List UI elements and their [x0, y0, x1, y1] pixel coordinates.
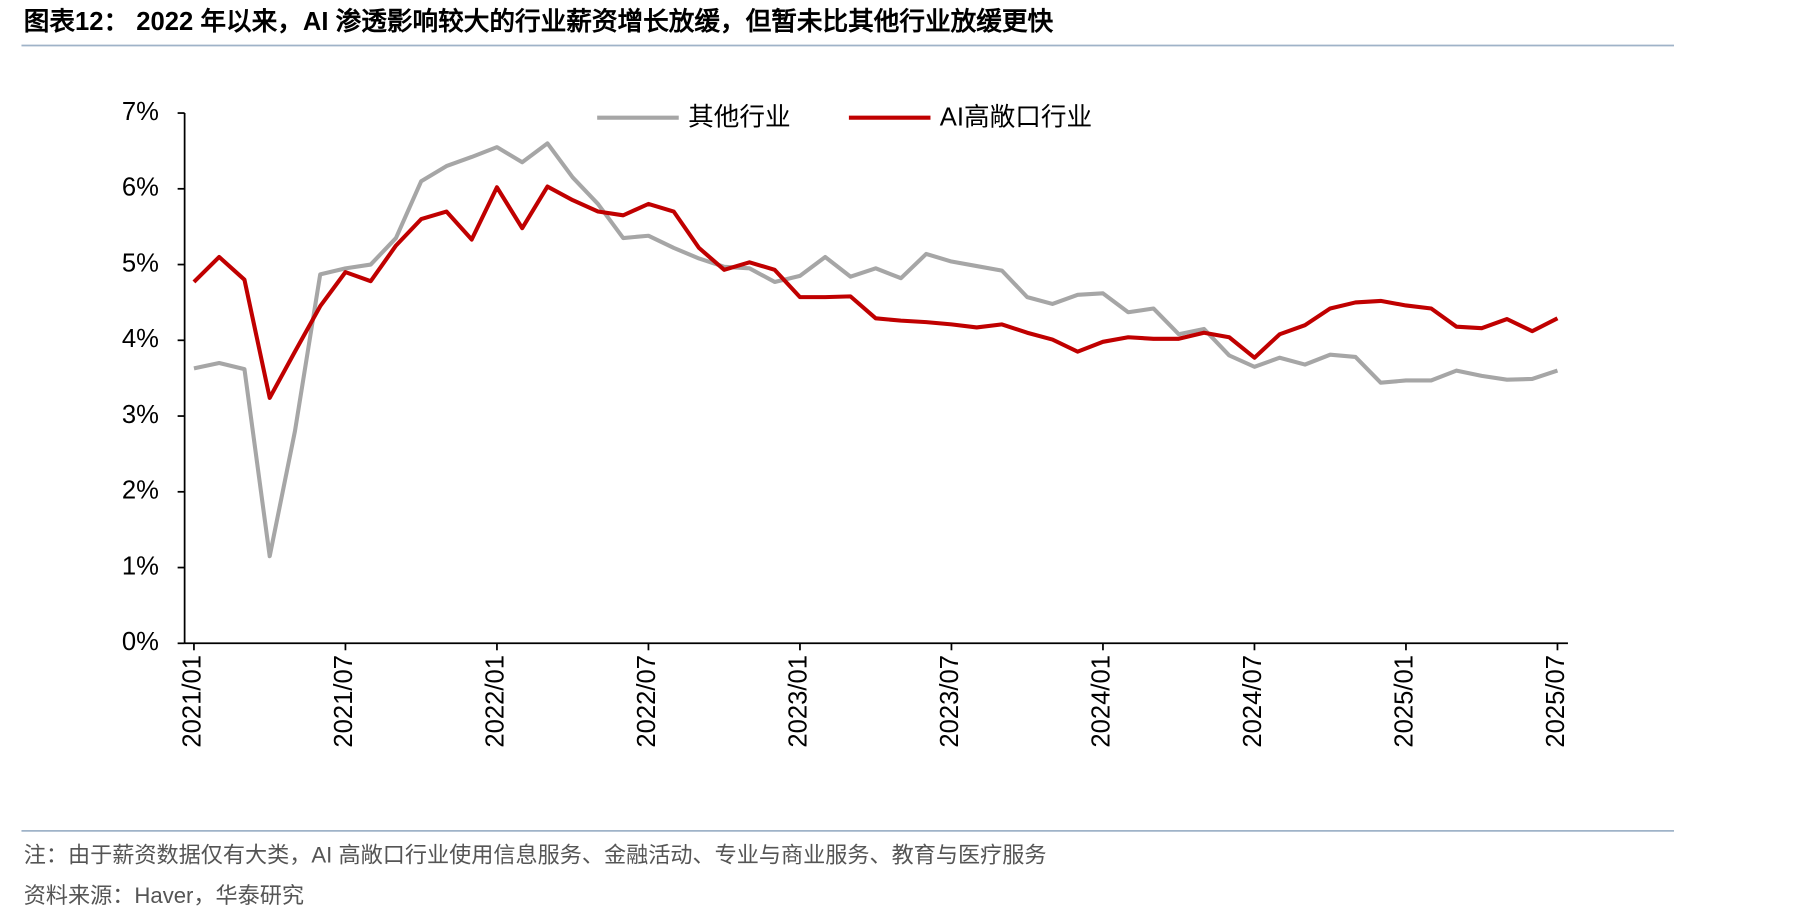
x-tick-label: 2024/07 [1239, 655, 1267, 748]
legend-label: 其他行业 [688, 103, 791, 132]
x-tick-label: 2025/07 [1542, 655, 1570, 748]
source: 资料来源：Haver，华泰研究 [24, 883, 304, 908]
x-tick-label: 2021/01 [179, 655, 207, 748]
y-tick-label: 1% [122, 552, 159, 580]
y-tick-label: 4% [122, 325, 159, 353]
note: 注：由于薪资数据仅有大类，AI 高敞口行业使用信息服务、金融活动、专业与商业服务… [24, 842, 1047, 867]
y-tick-label: 5% [122, 249, 159, 277]
series-line [193, 141, 1559, 559]
y-tick-label: 6% [122, 174, 159, 202]
y-tick-label: 2% [122, 477, 159, 505]
y-tick-label: 7% [122, 98, 159, 126]
x-tick-label: 2022/01 [482, 655, 510, 748]
legend-label: AI高敞口行业 [940, 103, 1092, 132]
y-tick-label: 3% [122, 401, 159, 429]
series-line [192, 184, 1559, 400]
chart-title: 图表12： 2022 年以来，AI 渗透影响较大的行业薪资增长放缓，但暂未比其他… [24, 6, 1054, 36]
x-tick-label: 2022/07 [633, 655, 661, 748]
x-tick-label: 2023/01 [785, 655, 813, 748]
x-tick-label: 2024/01 [1088, 655, 1116, 748]
x-tick-label: 2021/07 [330, 655, 358, 748]
x-tick-label: 2025/01 [1391, 655, 1419, 748]
y-tick-label: 0% [122, 628, 159, 656]
x-tick-label: 2023/07 [936, 655, 964, 748]
